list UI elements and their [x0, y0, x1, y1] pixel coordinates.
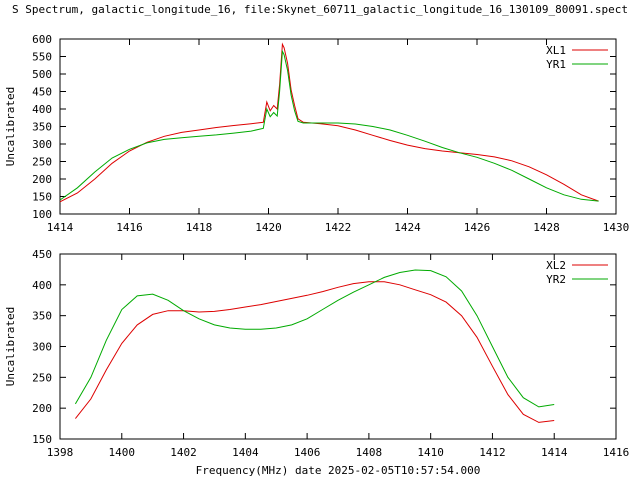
y-tick-label: 300 — [32, 138, 52, 151]
x-tick-label: 1410 — [417, 446, 444, 459]
legend-label: YR1 — [546, 58, 566, 71]
series-line-xl1 — [59, 42, 599, 203]
y-tick-label: 150 — [32, 191, 52, 204]
legend-label: XL2 — [546, 259, 566, 272]
legend-label: YR2 — [546, 273, 566, 286]
series-line-yr2 — [74, 269, 555, 408]
x-tick-label: 1400 — [109, 446, 136, 459]
x-tick-label: 1430 — [603, 221, 630, 234]
y-tick-label: 600 — [32, 33, 52, 46]
y-tick-label: 300 — [32, 341, 52, 354]
x-tick-label: 1424 — [394, 221, 421, 234]
x-tick-label: 1408 — [356, 446, 383, 459]
x-axis-label: Frequency(MHz) date 2025-02-05T10:57:54.… — [196, 464, 481, 477]
x-tick-label: 1422 — [325, 221, 352, 234]
x-tick-label: 1418 — [186, 221, 213, 234]
x-tick-label: 1406 — [294, 446, 321, 459]
plot-frame — [59, 253, 617, 440]
y-tick-label: 200 — [32, 402, 52, 415]
x-tick-label: 1398 — [47, 446, 74, 459]
chart-panel-1: 1414 1416 1418 1420 1422 1424 1426 1428 1430 100 1… — [4, 33, 629, 234]
y-tick-label: 250 — [32, 371, 52, 384]
x-tick-label: 1426 — [464, 221, 491, 234]
y-tick-label: 350 — [32, 121, 52, 134]
series-line-yr1 — [59, 49, 599, 202]
y-tick-label: 550 — [32, 51, 52, 64]
x-tick-label: 1420 — [255, 221, 282, 234]
x-tick-label: 1414 — [47, 221, 74, 234]
chart-title: S Spectrum, galactic_longitude_16, file:… — [12, 3, 628, 16]
y-tick-label: 150 — [32, 433, 52, 446]
y-tick-label: 400 — [32, 103, 52, 116]
y-tick-label: 100 — [32, 208, 52, 221]
chart-panel-2: 1398 1400 1402 1404 1406 1408 1410 1412 1414 1416… — [4, 248, 629, 459]
y-tick-label: 450 — [32, 248, 52, 261]
x-tick-label: 1416 — [603, 446, 630, 459]
x-tick-label: 1416 — [116, 221, 143, 234]
legend-label: XL1 — [546, 44, 566, 57]
series-line-xl2 — [75, 281, 555, 423]
y-tick-label: 350 — [32, 310, 52, 323]
y-tick-label: 200 — [32, 173, 52, 186]
x-tick-label: 1412 — [479, 446, 506, 459]
x-tick-label: 1404 — [232, 446, 259, 459]
x-tick-label: 1402 — [170, 446, 197, 459]
y-axis-label: Uncalibrated — [4, 307, 17, 386]
y-tick-label: 250 — [32, 156, 52, 169]
panels-group: 1414 1416 1418 1420 1422 1424 1426 1428 14301001… — [4, 33, 629, 459]
y-tick-label: 500 — [32, 68, 52, 81]
y-tick-label: 400 — [32, 279, 52, 292]
y-tick-label: 450 — [32, 86, 52, 99]
y-axis-label: Uncalibrated — [4, 87, 17, 166]
x-tick-label: 1414 — [541, 446, 568, 459]
x-tick-label: 1428 — [533, 221, 560, 234]
plot-frame — [59, 38, 617, 215]
